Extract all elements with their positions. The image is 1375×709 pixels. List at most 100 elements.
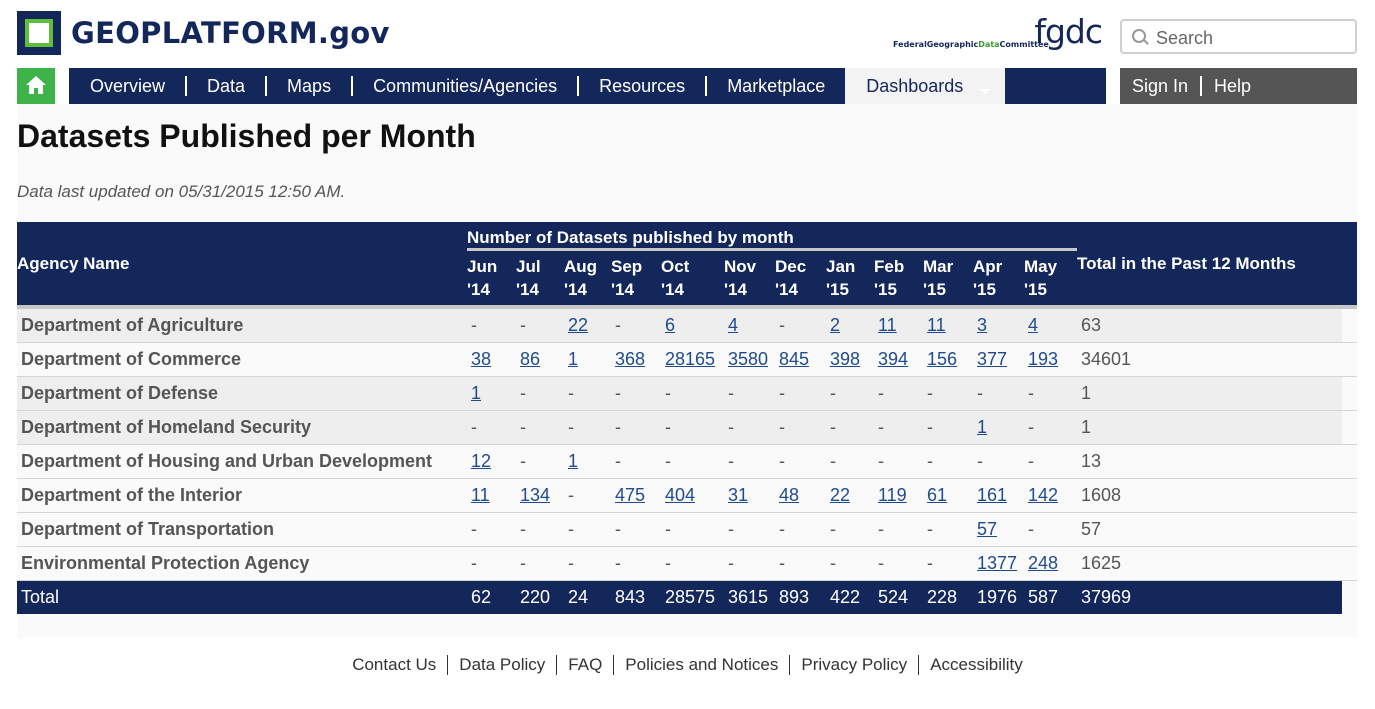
dataset-count-link[interactable]: 48 [779, 485, 800, 505]
dataset-count-link[interactable]: 6 [665, 315, 676, 335]
agency-name-cell: Department of Homeland Security [17, 410, 467, 445]
dataset-count-link[interactable]: 193 [1028, 349, 1059, 369]
dataset-count-link[interactable]: 61 [927, 485, 948, 505]
fgdc-subtitle-part-2: Data [978, 40, 1000, 49]
dataset-count-link[interactable]: 2 [830, 315, 841, 335]
nav-resources[interactable]: Resources [579, 76, 708, 96]
row-total-cell: 13 [1077, 444, 1342, 479]
col-header-agency: Agency Name [17, 222, 467, 309]
month-year: '14 [611, 280, 634, 299]
col-header-month-group: Number of Datasets published by month [467, 222, 1077, 251]
dataset-count-link[interactable]: 1 [977, 417, 988, 437]
dataset-count-link[interactable]: 161 [977, 485, 1008, 505]
nav-communities-agencies[interactable]: Communities/Agencies [353, 76, 580, 96]
dataset-count-cell: - [564, 410, 611, 445]
home-button[interactable] [17, 68, 55, 104]
footer-contact-us[interactable]: Contact Us [341, 655, 449, 675]
dataset-count-cell: - [724, 444, 775, 479]
dataset-count-link[interactable]: 1 [568, 451, 579, 471]
dataset-count-cell: - [775, 512, 826, 547]
footer-faq[interactable]: FAQ [557, 655, 615, 675]
month-name: Aug [564, 257, 598, 276]
datasets-table: Agency Name Number of Datasets published… [17, 222, 1357, 614]
month-total-cell: 1976 [973, 580, 1024, 614]
dataset-count-cell: 22 [826, 478, 874, 513]
month-total-cell: 422 [826, 580, 874, 614]
dataset-count-cell: 3 [973, 307, 1024, 343]
nav-dashboards[interactable]: Dashboards [845, 68, 1006, 104]
dataset-count-cell: - [874, 376, 923, 411]
dataset-count-link[interactable]: 57 [977, 519, 998, 539]
search-box[interactable] [1120, 19, 1357, 54]
dataset-count-cell: 61 [923, 478, 973, 513]
dataset-count-cell: - [516, 444, 564, 479]
dataset-count-link[interactable]: 22 [830, 485, 851, 505]
dataset-count-cell: - [826, 376, 874, 411]
search-input[interactable] [1154, 25, 1353, 51]
month-year: '15 [874, 280, 897, 299]
month-name: Jul [516, 257, 541, 276]
dataset-count-link[interactable]: 119 [878, 485, 907, 505]
dataset-count-link[interactable]: 86 [520, 349, 541, 369]
row-spacer [1342, 410, 1357, 445]
dataset-count-link[interactable]: 3 [977, 315, 988, 335]
fgdc-logo[interactable]: fgdc FederalGeographicDataCommittee [893, 12, 1108, 56]
month-year: '14 [516, 280, 539, 299]
sign-in-link[interactable]: Sign In [1120, 76, 1203, 96]
dataset-count-link[interactable]: 377 [977, 349, 1008, 369]
dataset-count-link[interactable]: 11 [878, 315, 897, 335]
dataset-count-link[interactable]: 404 [665, 485, 696, 505]
dataset-count-link[interactable]: 3580 [728, 349, 769, 369]
help-link[interactable]: Help [1214, 76, 1252, 96]
dataset-count-link[interactable]: 475 [615, 485, 646, 505]
month-year: '14 [467, 280, 490, 299]
dataset-count-link[interactable]: 156 [927, 349, 958, 369]
dataset-count-link[interactable]: 394 [878, 349, 909, 369]
month-name: Nov [724, 257, 757, 276]
dataset-count-link[interactable]: 1 [471, 383, 482, 403]
nav-data[interactable]: Data [187, 76, 268, 96]
dataset-count-link[interactable]: 4 [1028, 315, 1039, 335]
dataset-count-link[interactable]: 368 [615, 349, 646, 369]
month-year: '15 [973, 280, 996, 299]
dataset-count-cell: - [923, 546, 973, 581]
dataset-count-link[interactable]: 12 [471, 451, 492, 471]
dataset-count-cell: 48 [775, 478, 826, 513]
row-spacer [1342, 546, 1357, 581]
dataset-count-link[interactable]: 1 [568, 349, 579, 369]
grand-total-cell: 37969 [1077, 580, 1342, 614]
geoplatform-logo[interactable]: GEOPLATFORM.gov [17, 11, 390, 55]
dataset-count-link[interactable]: 4 [728, 315, 739, 335]
dataset-count-link[interactable]: 134 [520, 485, 551, 505]
col-header-month: Oct '14 [661, 249, 724, 309]
dataset-count-cell: 4 [724, 307, 775, 343]
footer-data-policy[interactable]: Data Policy [448, 655, 558, 675]
dataset-count-link[interactable]: 22 [568, 315, 589, 335]
dataset-count-cell: - [826, 410, 874, 445]
dataset-count-link[interactable]: 248 [1028, 553, 1059, 573]
table-row: Environmental Protection Agency - - - - - - - - -… [17, 546, 1357, 581]
footer-policies-notices[interactable]: Policies and Notices [614, 655, 791, 675]
footer-accessibility[interactable]: Accessibility [930, 655, 1023, 674]
dataset-count-cell: 11 [923, 307, 973, 343]
agency-name-cell: Department of Transportation [17, 512, 467, 547]
footer-privacy-policy[interactable]: Privacy Policy [790, 655, 920, 675]
dataset-count-link[interactable]: 11 [927, 315, 946, 335]
dataset-count-link[interactable]: 142 [1028, 485, 1059, 505]
dataset-count-cell: 3580 [724, 342, 775, 377]
table-row: Department of Homeland Security - - - - - - - - -… [17, 410, 1357, 445]
dataset-count-link[interactable]: 1377 [977, 553, 1018, 573]
month-total-cell: 28575 [661, 580, 724, 614]
dataset-count-link[interactable]: 398 [830, 349, 861, 369]
dataset-count-cell: 845 [775, 342, 826, 377]
nav-overview[interactable]: Overview [69, 76, 188, 96]
dataset-count-link[interactable]: 31 [728, 485, 749, 505]
dataset-count-link[interactable]: 11 [471, 485, 490, 505]
nav-marketplace[interactable]: Marketplace [727, 76, 826, 96]
month-total-cell: 228 [923, 580, 973, 614]
nav-maps[interactable]: Maps [267, 76, 354, 96]
dataset-count-link[interactable]: 845 [779, 349, 810, 369]
dataset-count-link[interactable]: 38 [471, 349, 492, 369]
dataset-count-cell: - [923, 512, 973, 547]
dataset-count-link[interactable]: 28165 [665, 349, 716, 369]
